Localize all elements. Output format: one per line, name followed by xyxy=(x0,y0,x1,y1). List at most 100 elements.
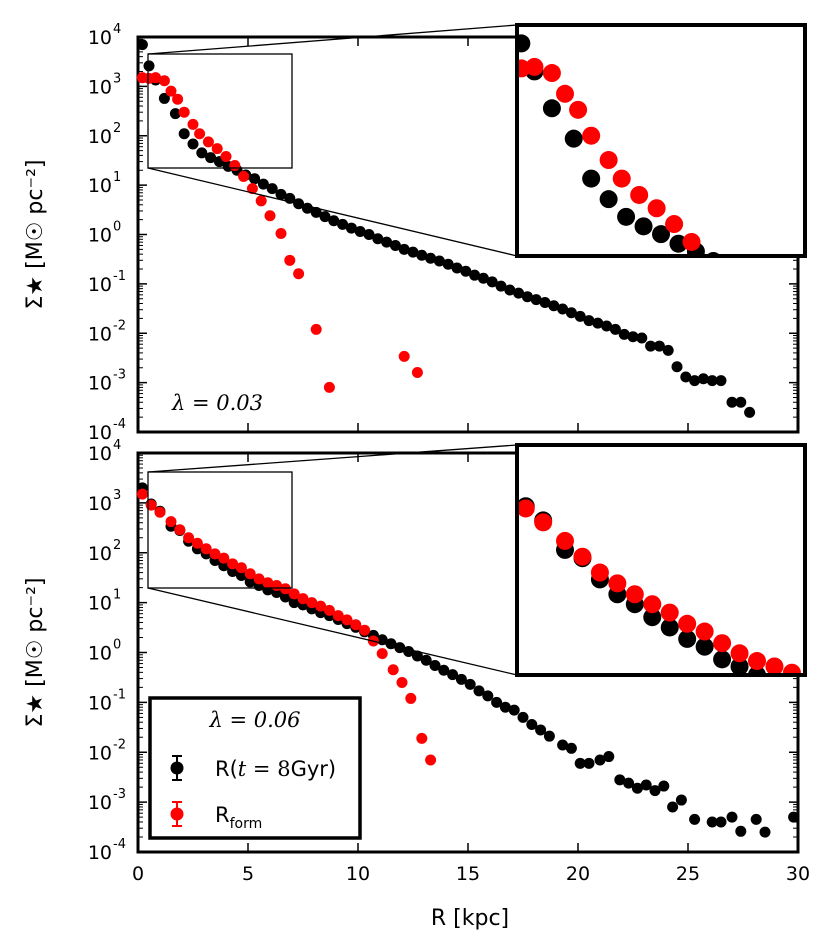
inset-data-point xyxy=(765,657,784,675)
inset-data-point xyxy=(525,57,544,76)
data-point xyxy=(244,576,256,588)
y-tick-exponent: -2 xyxy=(113,737,126,752)
data-point xyxy=(491,696,503,708)
x-tick-label: 25 xyxy=(676,863,700,885)
inset-data-point xyxy=(818,696,831,714)
y-tick-exponent: 2 xyxy=(113,538,121,553)
x-tick-label: 0 xyxy=(132,863,144,885)
data-point xyxy=(381,236,393,248)
data-point xyxy=(174,524,186,536)
data-point xyxy=(416,732,428,744)
inset-data-point xyxy=(643,595,662,614)
data-point xyxy=(574,310,586,322)
data-point xyxy=(165,516,177,528)
data-point xyxy=(227,566,239,578)
x-tick-label: 15 xyxy=(456,863,480,885)
data-point xyxy=(592,317,604,329)
legend-marker xyxy=(170,761,184,775)
legend-marker xyxy=(170,807,184,821)
inset-data-point xyxy=(582,126,601,145)
inset-data-point xyxy=(757,279,775,297)
data-point xyxy=(416,249,428,261)
data-point xyxy=(227,558,239,570)
data-point xyxy=(323,604,335,616)
inset-data-point xyxy=(695,622,714,641)
inset-data-point xyxy=(678,629,697,648)
data-point xyxy=(200,543,212,555)
data-point xyxy=(284,254,296,266)
data-point xyxy=(706,375,718,387)
data-point xyxy=(447,669,459,681)
series-r-t8gyr xyxy=(136,39,756,418)
y-tick-exponent: 4 xyxy=(113,438,121,453)
inset-data-point xyxy=(556,531,574,550)
series-r-form xyxy=(136,72,423,393)
data-point xyxy=(218,552,230,564)
inset-background xyxy=(517,445,805,675)
data-point xyxy=(288,597,300,609)
data-point xyxy=(293,268,305,280)
data-point xyxy=(191,537,203,549)
inset-data-point xyxy=(542,64,561,83)
data-point xyxy=(244,568,256,580)
data-point xyxy=(143,60,155,72)
data-point xyxy=(671,361,683,373)
y-tick-exponent: 0 xyxy=(113,220,121,235)
data-point xyxy=(136,39,148,51)
legend-text-subscript: form xyxy=(230,816,263,832)
inset-data-point xyxy=(782,663,801,675)
inset-data-point xyxy=(660,603,679,622)
data-point xyxy=(565,307,577,319)
y-tick-label: 10 xyxy=(88,225,112,247)
inset-frame xyxy=(515,23,807,258)
y-tick-label: 10 xyxy=(88,274,112,296)
data-point xyxy=(469,269,481,281)
data-point xyxy=(411,367,423,379)
inset-data-point xyxy=(617,207,636,226)
inset-data-point xyxy=(739,270,757,288)
y-tick-label: 10 xyxy=(88,323,112,345)
y-tick-exponent: -4 xyxy=(113,417,126,432)
data-point xyxy=(246,183,258,195)
data-point xyxy=(473,685,485,697)
inset-data-point xyxy=(722,259,740,277)
legend-text-part: R( xyxy=(215,757,238,781)
data-point xyxy=(194,128,206,140)
data-point xyxy=(548,300,560,312)
data-point xyxy=(601,320,613,332)
x-axis: 0 5 10 15 20 25 30 xyxy=(132,863,810,885)
inset-data-point xyxy=(695,637,714,656)
inset-data-point xyxy=(752,333,770,351)
inset-data-point xyxy=(792,298,810,316)
inset-data-point xyxy=(643,608,662,627)
inset-data-point xyxy=(652,225,670,244)
data-point xyxy=(653,340,665,352)
data-point xyxy=(438,664,450,676)
y-tick-label: 10 xyxy=(88,742,112,764)
data-point xyxy=(735,825,747,837)
data-point xyxy=(297,593,309,605)
data-point xyxy=(372,233,384,245)
data-point xyxy=(477,272,489,284)
inset-data-point xyxy=(735,304,753,322)
inset-data-point xyxy=(730,644,749,663)
data-point xyxy=(451,262,463,274)
inset-data-point xyxy=(612,169,631,188)
inset-data-point xyxy=(625,585,644,604)
zoom-region xyxy=(147,53,293,169)
data-point xyxy=(205,152,217,164)
data-point xyxy=(279,591,291,603)
data-point xyxy=(482,690,494,702)
data-point xyxy=(354,226,366,238)
data-point xyxy=(220,150,232,162)
inset-data-point xyxy=(669,234,688,253)
data-point xyxy=(689,813,701,825)
data-point xyxy=(407,246,419,258)
y-tick-label: 10 xyxy=(88,543,112,565)
data-point xyxy=(255,195,267,207)
data-point xyxy=(557,303,569,315)
data-point xyxy=(235,562,247,574)
data-point xyxy=(411,650,423,662)
inset-data-point xyxy=(517,34,531,53)
data-point xyxy=(594,754,606,766)
